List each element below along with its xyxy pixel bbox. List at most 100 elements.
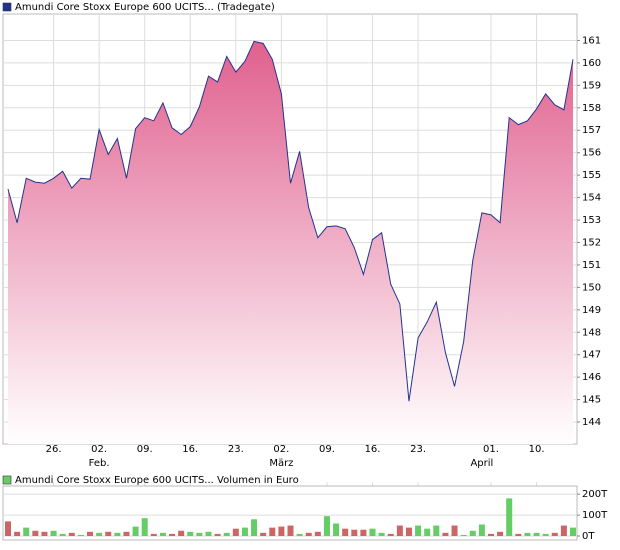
volume-bar	[451, 525, 458, 536]
x-tick-label: 16.	[365, 444, 381, 455]
y-tick-label: 146	[582, 372, 601, 383]
volume-bar	[41, 531, 48, 536]
volume-bar	[560, 525, 567, 536]
x-tick-label: 23.	[228, 444, 244, 455]
x-month-label: Feb.	[89, 458, 110, 469]
volume-bar	[287, 525, 294, 536]
volume-bar	[214, 533, 221, 536]
y-tick-label: 153	[582, 215, 601, 226]
x-tick-label: 23.	[410, 444, 426, 455]
volume-bar	[551, 532, 558, 536]
volume-bar	[114, 532, 121, 536]
x-tick-label: 02.	[273, 444, 289, 455]
volume-bar	[132, 526, 139, 536]
volume-bar	[87, 531, 94, 536]
x-tick-label: 09.	[137, 444, 153, 455]
volume-bar	[278, 526, 285, 536]
y-tick-label: 148	[582, 327, 601, 338]
volume-bar	[150, 533, 157, 536]
volume-bar	[178, 530, 185, 536]
volume-bar	[123, 531, 130, 536]
y-tick-label: 160	[582, 58, 601, 69]
y-tick-label: 159	[582, 80, 601, 91]
volume-bar	[524, 532, 531, 536]
legend-swatch	[2, 475, 12, 485]
volume-bar	[442, 532, 449, 536]
y-tick-label: 151	[582, 260, 601, 271]
volume-bar	[96, 532, 103, 536]
volume-bar	[305, 532, 312, 536]
price-line	[7, 40, 574, 402]
volume-bar	[369, 528, 376, 536]
volume-bar	[23, 527, 30, 536]
legend-swatch	[2, 2, 12, 12]
volume-bar	[32, 530, 39, 536]
volume-bar	[196, 532, 203, 536]
legend-label: Amundi Core Stoxx Europe 600 UCITS... (T…	[15, 2, 275, 13]
volume-bar	[342, 528, 349, 536]
volume-bar	[497, 531, 504, 536]
y-tick-label: 0T	[582, 531, 595, 542]
volume-bar	[205, 531, 212, 536]
volume-bar	[570, 527, 576, 536]
y-tick-label: 147	[582, 350, 601, 361]
volume-bar	[141, 518, 148, 536]
volume-bar	[333, 523, 340, 536]
y-tick-label: 155	[582, 170, 601, 181]
volume-bar	[77, 534, 84, 536]
x-tick-label: 16.	[182, 444, 198, 455]
volume-bar	[424, 528, 431, 536]
volume-bar	[223, 532, 230, 536]
x-tick-label: 01.	[483, 444, 499, 455]
volume-bar	[323, 516, 330, 536]
volume-bar	[378, 532, 385, 536]
volume-bar	[478, 524, 485, 536]
y-tick-label: 158	[582, 103, 601, 114]
volume-bar	[68, 532, 75, 536]
volume-bar	[360, 529, 367, 536]
volume-bar	[241, 527, 248, 536]
volume-bar	[469, 530, 476, 536]
y-tick-label: 150	[582, 282, 601, 293]
volume-bar	[415, 525, 422, 536]
y-tick-label: 156	[582, 148, 601, 159]
volume-bar	[50, 530, 57, 536]
volume-bar	[296, 533, 303, 536]
volume-bar	[251, 519, 258, 536]
y-tick-label: 145	[582, 395, 601, 406]
x-tick-label: 02.	[91, 444, 107, 455]
y-tick-label: 154	[582, 193, 601, 204]
volume-bar	[105, 531, 112, 536]
volume-bar	[59, 533, 66, 536]
volume-bar	[159, 532, 166, 536]
y-tick-label: 149	[582, 305, 601, 316]
volume-bar	[506, 498, 513, 536]
y-tick-label: 161	[582, 35, 601, 46]
y-tick-label: 152	[582, 237, 601, 248]
y-tick-label: 144	[582, 417, 601, 428]
x-month-label: März	[269, 458, 293, 469]
x-tick-label: 26.	[46, 444, 62, 455]
volume-bar	[515, 533, 522, 536]
x-tick-label: 09.	[319, 444, 335, 455]
volume-bar	[269, 527, 276, 536]
volume-bar	[351, 529, 358, 536]
volume-bar	[487, 533, 494, 536]
x-tick-label: 10.	[529, 444, 545, 455]
volume-bar	[387, 533, 394, 536]
volume-bar	[14, 531, 21, 536]
volume-bar	[260, 532, 267, 536]
volume-bar	[533, 532, 540, 536]
volume-bar	[405, 527, 412, 536]
legend-label: Amundi Core Stoxx Europe 600 UCITS... Vo…	[15, 475, 299, 486]
volume-bar	[5, 521, 11, 536]
volume-bar	[187, 531, 194, 536]
volume-bar	[542, 533, 549, 536]
volume-bar	[169, 533, 176, 536]
volume-bar	[396, 525, 403, 536]
volume-bar	[232, 528, 239, 536]
volume-bar	[433, 525, 440, 536]
volume-bar	[314, 531, 321, 536]
y-tick-label: 100T	[582, 510, 608, 521]
